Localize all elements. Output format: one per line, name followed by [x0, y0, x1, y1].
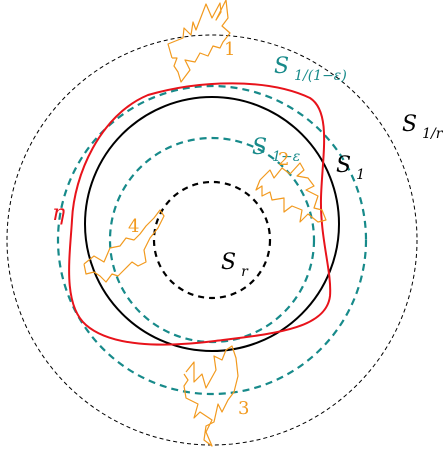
circle-s-outer: [6, 34, 418, 446]
path-2: [255, 162, 327, 223]
path-4-label: 4: [128, 216, 139, 237]
path-1: [167, 0, 231, 83]
loop-eta: [68, 82, 332, 346]
label-s-unit: S 1: [336, 153, 365, 183]
path-3-label: 3: [238, 398, 249, 419]
path-1-label: 1: [224, 39, 235, 60]
label-eta: η: [52, 201, 65, 226]
circle-s-inner: [152, 180, 272, 300]
path-3: [183, 345, 239, 447]
circle-s-teal-outer: [56, 84, 368, 396]
label-s-inner: S r: [221, 250, 249, 280]
path-4: [83, 209, 165, 283]
label-s-teal-outer: S 1/(1−ε): [274, 54, 347, 84]
label-s-outer: S 1/r: [402, 112, 443, 142]
path-2-label: 2: [278, 149, 289, 170]
label-s-teal-inner: S 1−ε: [252, 135, 300, 165]
circle-s-unit: [84, 96, 340, 352]
